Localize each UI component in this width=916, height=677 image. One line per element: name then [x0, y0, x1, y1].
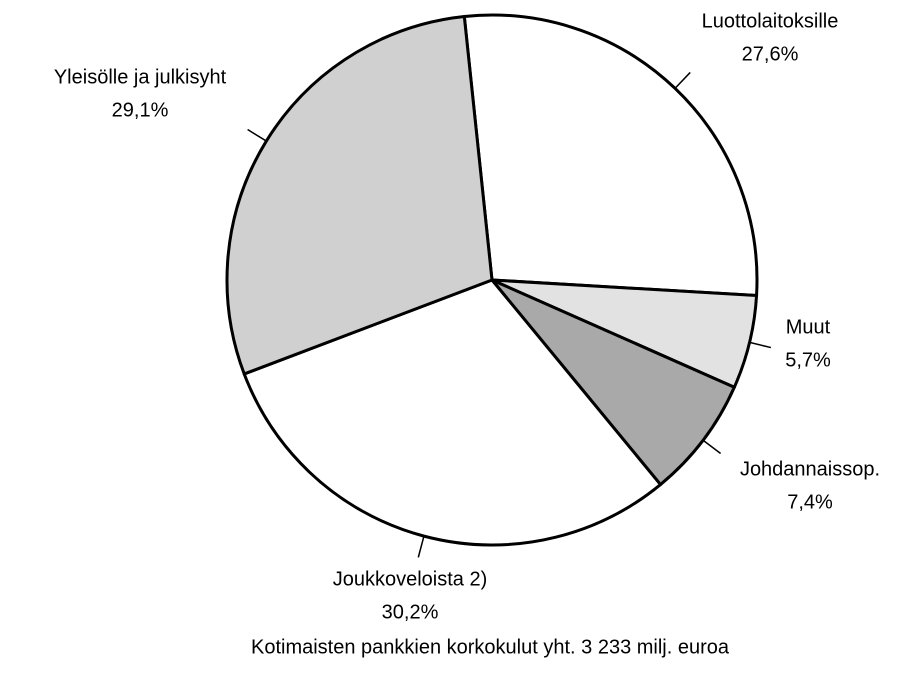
leader-line: [247, 128, 267, 142]
slice-value: 29,1%: [112, 99, 169, 121]
pie-slice: [462, 13, 759, 298]
slice-label: Joukkoveloista 2): [333, 568, 488, 590]
slice-value: 7,4%: [787, 491, 833, 513]
slice-value: 27,6%: [742, 43, 799, 65]
leader-line: [749, 341, 772, 349]
slice-label: Muut: [786, 316, 831, 338]
leader-line: [702, 439, 722, 455]
leader-line: [674, 71, 691, 89]
slice-value: 5,7%: [785, 349, 831, 371]
pie-slice: [490, 278, 736, 487]
chart-title: Kotimaisten pankkien korkokulut yht. 3 2…: [251, 636, 730, 658]
slice-label: Johdannaissop.: [740, 458, 880, 480]
slice-label: Luottolaitoksille: [702, 10, 839, 32]
slice-value: 30,2%: [382, 601, 439, 623]
leader-line: [417, 535, 425, 558]
pie-slice: [225, 14, 494, 376]
slice-label: Yleisölle ja julkisyht: [54, 66, 227, 88]
pie-slice: [242, 278, 662, 547]
